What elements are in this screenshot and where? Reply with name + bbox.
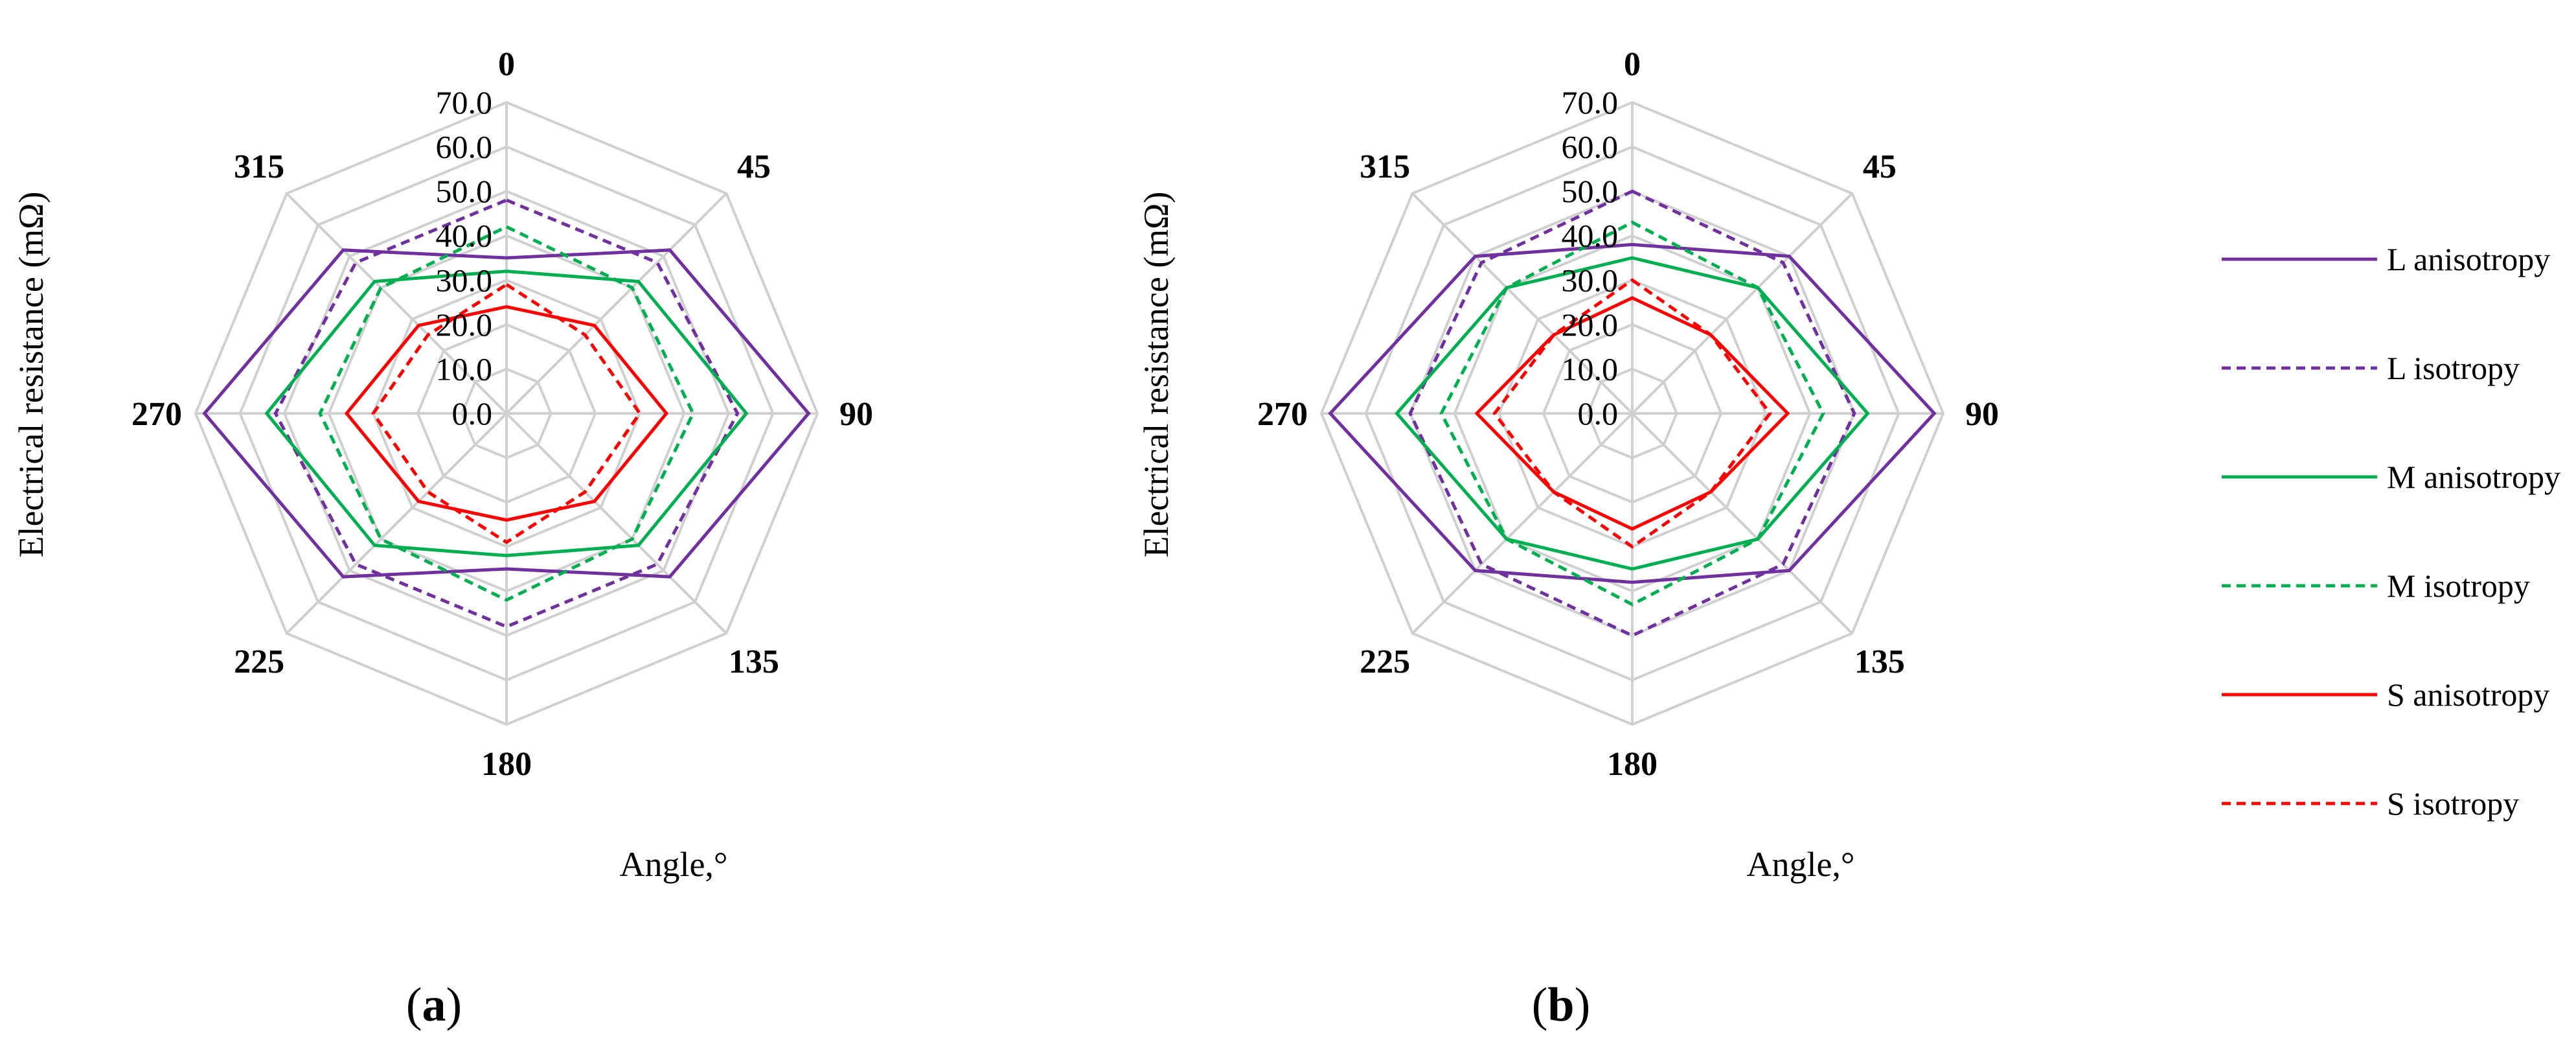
radar-panel-b: 0.0 10.0 20.0 30.0 40.0 50.0 60.0 70.00 45 90 135 1… bbox=[1137, 46, 1999, 1032]
series-line-l-anisotropy bbox=[202, 248, 811, 579]
radar-panel-a: 0.0 10.0 20.0 30.0 40.0 50.0 60.0 70.00 45 90 135 1… bbox=[12, 46, 873, 1032]
series-line-m-isotropy bbox=[318, 225, 695, 602]
angle-label: 270 bbox=[1257, 396, 1308, 433]
x-axis-title: Angle,° bbox=[619, 845, 727, 884]
legend-label: S isotropy bbox=[2387, 785, 2519, 822]
radial-tick-label: 50.0 bbox=[436, 173, 493, 209]
radial-tick-label: 0.0 bbox=[452, 395, 493, 432]
panel-label: (a) bbox=[406, 978, 462, 1032]
angle-label: 270 bbox=[131, 396, 182, 433]
series-line-s-anisotropy bbox=[1474, 295, 1790, 531]
spoke-line bbox=[1631, 192, 1853, 415]
angle-label: 225 bbox=[234, 643, 284, 680]
radial-tick-label: 10.0 bbox=[436, 351, 493, 387]
angle-label: 180 bbox=[481, 746, 532, 783]
series-line-s-anisotropy bbox=[344, 305, 669, 522]
angle-label: 45 bbox=[737, 148, 771, 185]
radial-tick-label: 0.0 bbox=[1578, 395, 1619, 432]
y-axis-title: Electrical resistance (mΩ) bbox=[1137, 192, 1176, 558]
angle-label: 180 bbox=[1607, 746, 1658, 783]
spoke-line bbox=[1411, 192, 1634, 415]
radial-tick-label: 20.0 bbox=[436, 306, 493, 343]
legend-label: S anisotropy bbox=[2387, 676, 2549, 713]
radial-tick-label: 70.0 bbox=[436, 84, 493, 121]
angle-label: 0 bbox=[498, 46, 515, 83]
radial-tick-label: 50.0 bbox=[1562, 173, 1619, 209]
series-line-s-isotropy bbox=[1492, 278, 1772, 549]
y-axis-title: Electrical resistance (mΩ) bbox=[12, 192, 51, 558]
angle-label: 90 bbox=[1965, 396, 1999, 433]
spoke-line bbox=[286, 412, 508, 634]
angle-label: 225 bbox=[1360, 643, 1410, 680]
angle-label: 315 bbox=[1360, 148, 1410, 185]
legend-label: L anisotropy bbox=[2387, 241, 2550, 277]
spoke-line bbox=[1631, 412, 1853, 634]
angle-label: 90 bbox=[839, 396, 873, 433]
radial-tick-label: 20.0 bbox=[1562, 306, 1619, 343]
radial-tick-label: 70.0 bbox=[1562, 84, 1619, 121]
spoke-line bbox=[505, 412, 727, 634]
series-line-s-isotropy bbox=[371, 283, 642, 544]
series-line-m-anisotropy bbox=[264, 270, 749, 557]
series-line-m-anisotropy bbox=[1395, 256, 1870, 571]
radial-tick-label: 30.0 bbox=[436, 262, 493, 298]
legend: L anisotropy L isotropy M anisotropy M isot… bbox=[2222, 241, 2560, 822]
series-line-l-anisotropy bbox=[1328, 242, 1937, 584]
radial-tick-label: 60.0 bbox=[1562, 129, 1619, 165]
legend-label: M isotropy bbox=[2387, 568, 2530, 604]
radial-tick-label: 60.0 bbox=[436, 129, 493, 165]
angle-label: 45 bbox=[1863, 148, 1897, 185]
angle-label: 315 bbox=[234, 148, 284, 185]
radial-tick-label: 10.0 bbox=[1562, 351, 1619, 387]
panel-label: (b) bbox=[1532, 978, 1590, 1032]
angle-label: 0 bbox=[1624, 46, 1641, 83]
angle-label: 135 bbox=[729, 643, 779, 680]
spoke-line bbox=[505, 192, 727, 415]
series-line-m-isotropy bbox=[1439, 220, 1825, 607]
radial-tick-label: 40.0 bbox=[1562, 218, 1619, 254]
x-axis-title: Angle,° bbox=[1746, 845, 1854, 884]
angle-label: 135 bbox=[1854, 643, 1905, 680]
radial-tick-label: 40.0 bbox=[436, 218, 493, 254]
legend-label: L isotropy bbox=[2387, 350, 2520, 386]
radial-tick-label: 30.0 bbox=[1562, 262, 1619, 298]
legend-label: M anisotropy bbox=[2387, 459, 2560, 495]
spoke-line bbox=[1411, 412, 1634, 634]
spoke-line bbox=[286, 192, 508, 415]
